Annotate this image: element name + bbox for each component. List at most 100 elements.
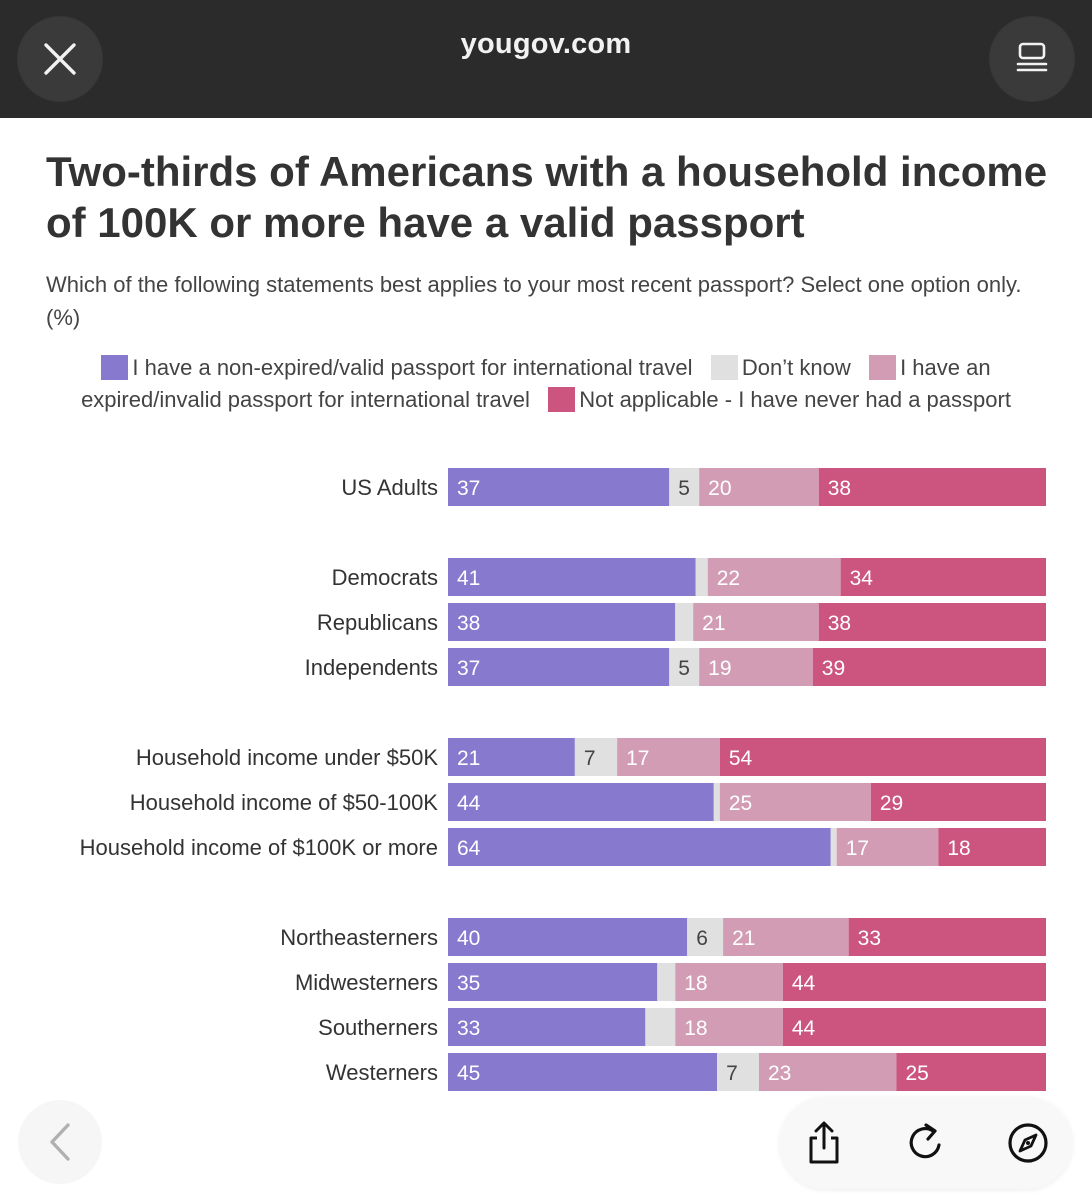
legend-label: Not applicable - I have never had a pass… — [579, 386, 1011, 412]
bar-segment — [448, 603, 676, 641]
legend-item-dont-know: Don’t know — [710, 355, 851, 380]
reader-icon — [1016, 42, 1048, 72]
bar-segment — [448, 648, 670, 686]
data-label: 5 — [678, 657, 690, 680]
category-label: Midwesterners — [295, 970, 438, 995]
bar-segment — [758, 1053, 897, 1091]
bar-segment — [782, 1008, 1046, 1046]
browser-top-bar: yougov.com — [0, 0, 1092, 118]
category-label: Household income under $50K — [136, 745, 438, 770]
reload-icon — [909, 1123, 941, 1159]
bar-segment — [448, 963, 658, 1001]
bar-segment — [699, 468, 819, 506]
data-label: 37 — [457, 657, 480, 680]
data-label: 25 — [729, 792, 752, 815]
data-label: 38 — [457, 612, 480, 635]
bar-segment — [574, 738, 618, 776]
bar-segment — [448, 828, 831, 866]
data-label: 64 — [457, 837, 481, 860]
bar-segment — [818, 468, 1046, 506]
data-label: 33 — [457, 1017, 480, 1040]
bar-segment — [675, 603, 694, 641]
bar-segment — [719, 783, 871, 821]
data-label: 34 — [850, 567, 874, 590]
bar-segment — [848, 918, 1046, 956]
data-label: 35 — [457, 972, 480, 995]
bar-segment — [448, 1008, 646, 1046]
data-label: 44 — [457, 792, 481, 815]
compass-button[interactable] — [1000, 1115, 1056, 1171]
bar-segment — [896, 1053, 1046, 1091]
data-label: 38 — [828, 477, 851, 500]
bar-segment — [669, 468, 700, 506]
bar-segment — [669, 648, 700, 686]
data-label: 18 — [684, 972, 707, 995]
bar-segment — [723, 918, 849, 956]
bar-segment — [448, 783, 714, 821]
bar-segment — [448, 468, 670, 506]
data-label: 23 — [768, 1062, 791, 1085]
reload-button[interactable] — [898, 1115, 954, 1171]
data-label: 7 — [584, 747, 596, 770]
legend-label: I have a non-expired/valid passport for … — [132, 355, 693, 380]
data-label: 6 — [696, 927, 708, 950]
data-label: 54 — [729, 747, 753, 770]
data-label: 21 — [457, 747, 480, 770]
data-label: 29 — [880, 792, 903, 815]
data-label: 40 — [457, 927, 480, 950]
category-label: Westerners — [326, 1060, 438, 1085]
compass-icon — [1008, 1123, 1048, 1163]
bar-segment — [840, 558, 1046, 596]
data-label: 41 — [457, 567, 480, 590]
chevron-left-icon — [50, 1123, 70, 1161]
bar-segment — [675, 1008, 783, 1046]
bar-segment — [707, 558, 841, 596]
legend-swatch — [548, 386, 576, 412]
data-label: 17 — [626, 747, 649, 770]
close-icon — [44, 43, 76, 75]
data-label: 39 — [822, 657, 845, 680]
bar-segment — [812, 648, 1046, 686]
chart-subtitle: Which of the following statements best a… — [46, 272, 1022, 330]
share-button[interactable] — [796, 1115, 852, 1171]
category-label: Household income of $100K or more — [80, 835, 438, 860]
legend-swatch — [710, 355, 738, 380]
category-label: Household income of $50-100K — [130, 790, 439, 815]
bar-segment — [836, 828, 939, 866]
close-button[interactable] — [18, 17, 102, 101]
bar-segment — [830, 828, 837, 866]
bar-segment — [448, 1053, 718, 1091]
category-label: Republicans — [317, 610, 438, 635]
bar-segment — [448, 558, 696, 596]
data-label: 37 — [457, 477, 480, 500]
data-label: 19 — [708, 657, 731, 680]
legend-item-valid: I have a non-expired/valid passport for … — [101, 355, 693, 380]
data-label: 45 — [457, 1062, 480, 1085]
reader-mode-button[interactable] — [990, 17, 1074, 101]
bar-segment — [695, 558, 708, 596]
bar-segment — [687, 918, 724, 956]
data-label: 22 — [717, 567, 740, 590]
bar-segment — [657, 963, 676, 1001]
data-label: 21 — [732, 927, 755, 950]
bar-segment — [719, 738, 1046, 776]
bar-segment — [448, 918, 688, 956]
bar-segment — [938, 828, 1046, 866]
legend-label: Don’t know — [741, 355, 851, 380]
category-label: Independents — [305, 655, 438, 680]
data-label: 44 — [792, 972, 816, 995]
data-label: 18 — [684, 1017, 707, 1040]
bar-segment — [818, 603, 1046, 641]
bar-segment — [693, 603, 819, 641]
bar-segment — [617, 738, 720, 776]
bar-segment — [713, 783, 720, 821]
bar-segment — [782, 963, 1046, 1001]
category-label: US Adults — [341, 475, 438, 500]
chart-title: Two-thirds of Americans with a household… — [46, 148, 1048, 246]
data-label: 21 — [702, 612, 725, 635]
data-label: 5 — [678, 477, 690, 500]
category-label: Democrats — [332, 565, 438, 590]
back-button[interactable] — [18, 1100, 102, 1184]
data-label: 25 — [906, 1062, 929, 1085]
data-label: 33 — [858, 927, 881, 950]
